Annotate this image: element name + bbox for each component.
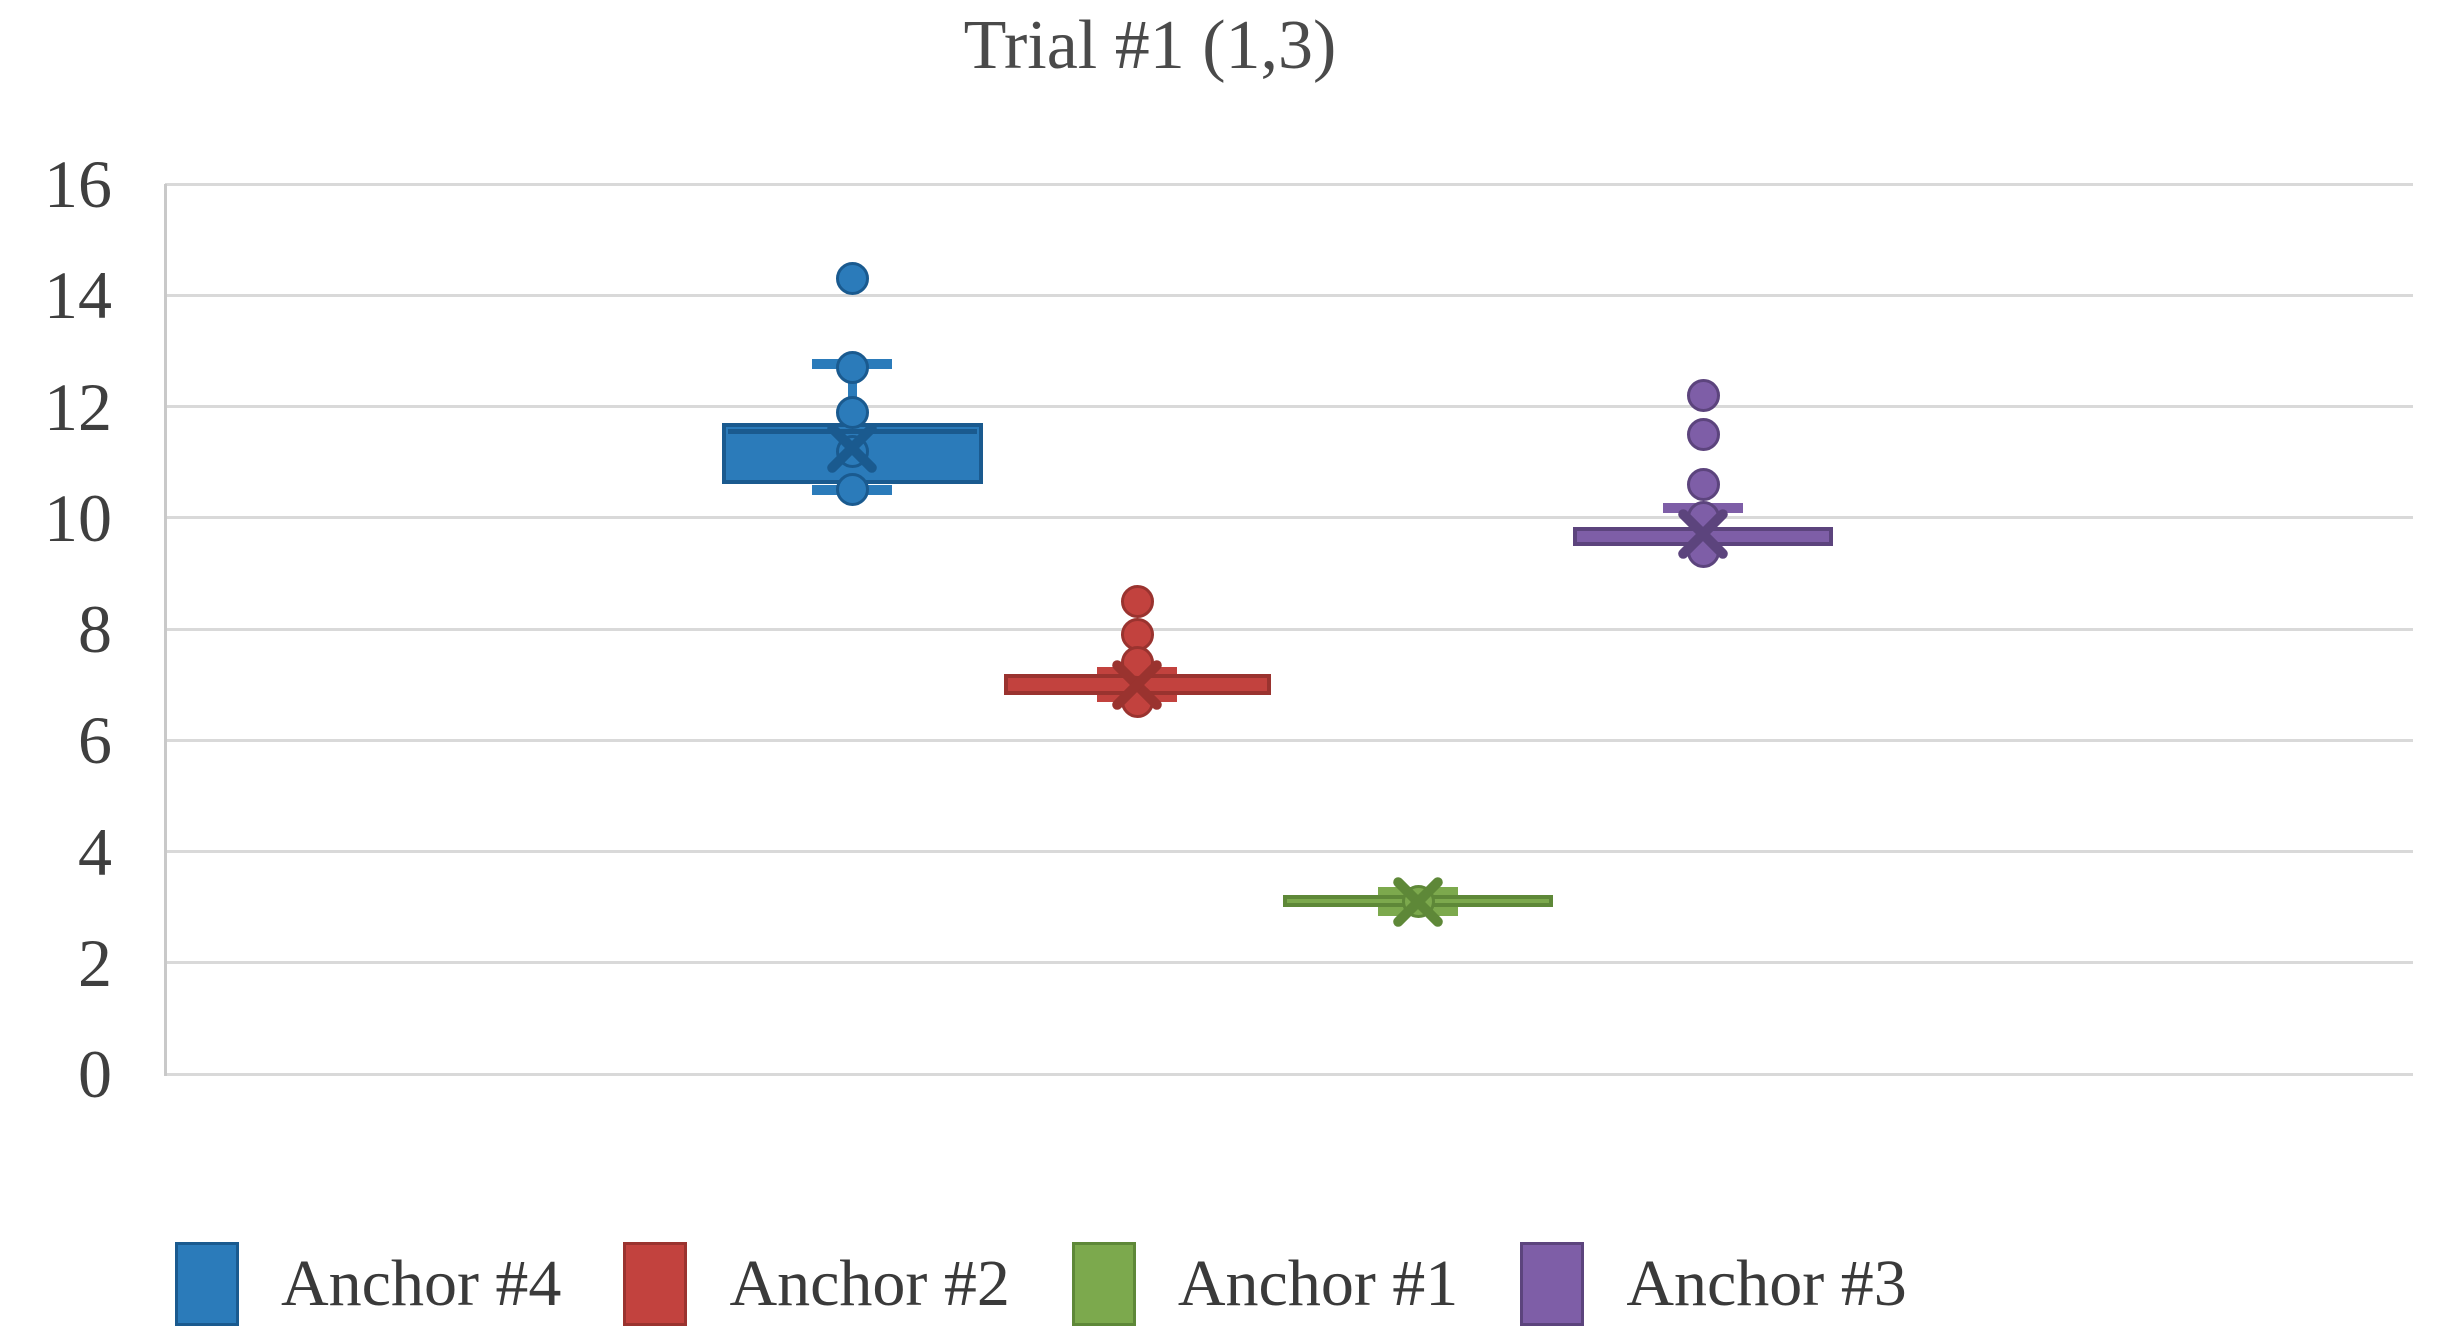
- y-axis-tick-label-14: 14: [44, 257, 112, 334]
- legend-swatch-anchor-1-icon: [1071, 1242, 1136, 1326]
- legend-label: Anchor #1: [1177, 1247, 1459, 1320]
- gridline-y-16: [165, 182, 2413, 186]
- gridline-y-8: [165, 627, 2413, 631]
- mean-x-marker-anchor-3: [1670, 501, 1736, 567]
- legend-label: Anchor #4: [281, 1247, 562, 1320]
- y-axis-line: [164, 184, 167, 1076]
- y-axis-tick-label-12: 12: [44, 368, 112, 445]
- y-axis-tick-label-2: 2: [78, 924, 112, 1001]
- legend: Anchor #4 Anchor #2 Anchor #1 Anchor #3: [175, 1242, 1907, 1326]
- median-line-anchor-4: [727, 429, 977, 435]
- y-axis-tick-label-0: 0: [78, 1036, 112, 1112]
- gridline-y-2: [165, 961, 2413, 965]
- data-point-anchor-4-2: [835, 395, 869, 429]
- y-axis-tick-label-10: 10: [44, 479, 112, 556]
- y-axis-tick-label-6: 6: [78, 702, 112, 779]
- y-axis-tick-label-16: 16: [44, 146, 112, 222]
- legend-item-anchor-3: Anchor #3: [1520, 1242, 1907, 1326]
- chart-title: Trial #1 (1,3): [963, 7, 1337, 84]
- data-point-anchor-2-0: [1120, 584, 1154, 618]
- legend-item-anchor-2: Anchor #2: [623, 1242, 1010, 1326]
- data-point-anchor-3-1: [1686, 417, 1720, 451]
- data-point-anchor-4-4: [835, 473, 869, 507]
- data-point-anchor-4-0: [835, 262, 869, 296]
- gridline-y-6: [165, 738, 2413, 742]
- legend-swatch-anchor-2-icon: [623, 1242, 688, 1326]
- legend-swatch-anchor-3-icon: [1520, 1242, 1585, 1326]
- gridline-y-14: [165, 293, 2413, 297]
- mean-x-marker-anchor-4: [819, 415, 885, 481]
- mean-x-marker-anchor-1: [1385, 869, 1451, 935]
- whisker-upper-anchor-4: [847, 364, 857, 424]
- legend-item-anchor-4: Anchor #4: [175, 1242, 561, 1326]
- data-point-anchor-4-1: [835, 351, 869, 385]
- gridline-y-10: [165, 516, 2413, 520]
- y-axis-tick-label-8: 8: [78, 591, 112, 667]
- legend-item-anchor-1: Anchor #1: [1071, 1242, 1459, 1326]
- y-axis-tick-label-4: 4: [78, 813, 112, 890]
- data-point-anchor-3-2: [1686, 467, 1720, 501]
- gridline-y-0: [165, 1072, 2413, 1076]
- mean-x-marker-anchor-2: [1104, 652, 1170, 718]
- legend-label: Anchor #3: [1626, 1247, 1907, 1320]
- legend-swatch-anchor-4-icon: [175, 1242, 239, 1326]
- data-point-anchor-3-0: [1686, 378, 1720, 412]
- gridline-y-4: [165, 850, 2413, 853]
- gridline-y-12: [165, 405, 2413, 408]
- legend-label: Anchor #2: [729, 1247, 1010, 1320]
